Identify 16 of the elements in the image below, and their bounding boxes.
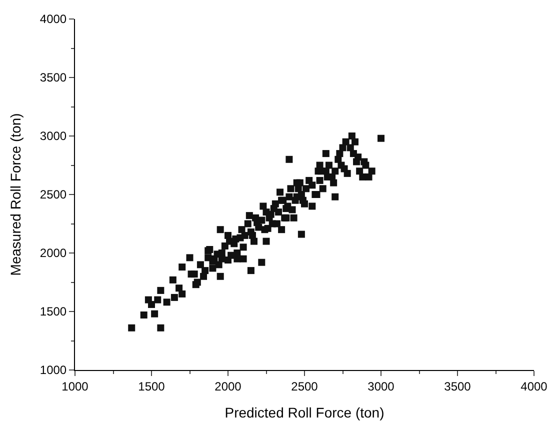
x-tick-label: 1000	[62, 379, 89, 394]
y-tick-label: 1500	[40, 304, 67, 319]
y-axis-title: Measured Roll Force (ton)	[7, 113, 24, 276]
x-tick-label: 2000	[214, 379, 242, 394]
x-axis-title: Predicted Roll Force (ton)	[224, 404, 384, 421]
x-tick-label: 4000	[520, 379, 548, 394]
y-tick-label: 3500	[40, 70, 67, 85]
y-tick-label: 4000	[40, 12, 67, 26]
y-tick-label: 2000	[40, 246, 67, 260]
y-tick-label: 3000	[40, 129, 67, 144]
x-tick-label: 1500	[138, 379, 166, 394]
y-tick-label: 2500	[40, 188, 67, 202]
x-tick-label: 3000	[368, 379, 395, 394]
x-tick-label: 2500	[291, 379, 318, 394]
y-tick-label: 1000	[40, 363, 67, 378]
x-tick-label: 3500	[444, 379, 472, 394]
